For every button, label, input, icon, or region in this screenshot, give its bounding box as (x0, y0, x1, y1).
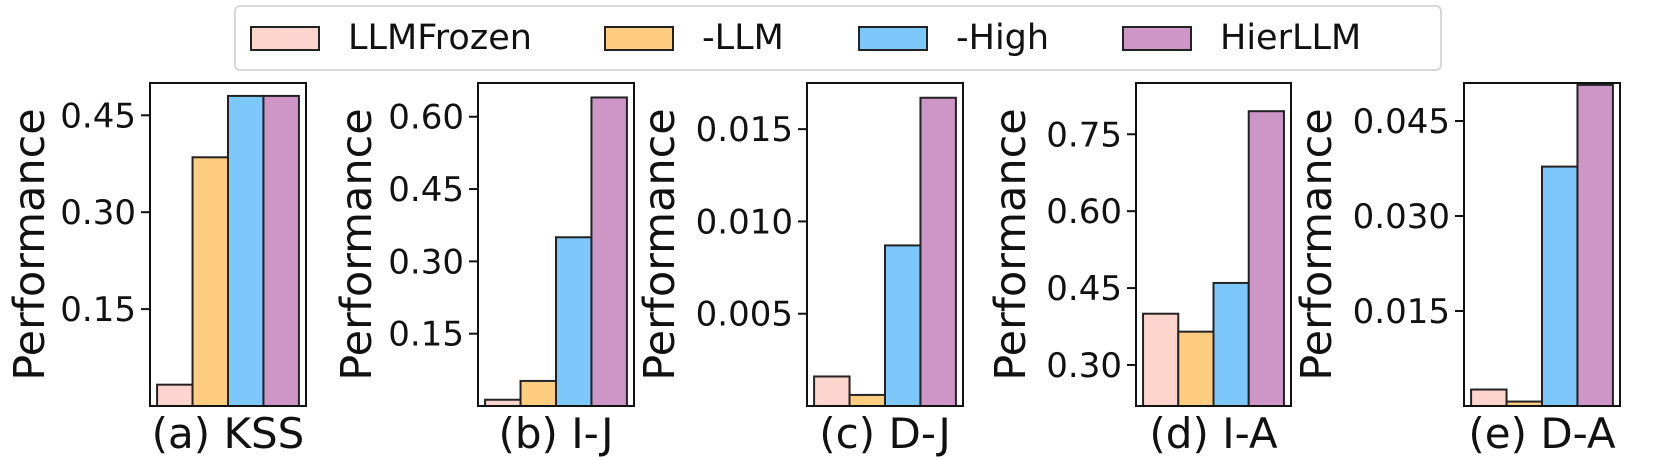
legend-swatch-llmfrozen (250, 25, 320, 51)
bar-hierllm (1247, 110, 1285, 407)
legend-item-hierllm: HierLLM (1122, 7, 1361, 69)
chart-title: (a) KSS (152, 409, 305, 458)
plot-frame (149, 82, 307, 407)
y-tick-label: 0.30 (1046, 346, 1122, 386)
chart-title: (b) I-J (498, 409, 613, 458)
bar-high (1541, 165, 1579, 407)
chart-title: (e) D-A (1468, 409, 1616, 458)
legend-label: -LLM (702, 18, 784, 58)
legend-swatch-llm (604, 25, 674, 51)
legend-item-llmfrozen: LLMFrozen (250, 7, 532, 69)
y-axis-label: Performance (986, 108, 1036, 381)
y-tick-label: 0.60 (1046, 192, 1122, 232)
legend: LLMFrozen -LLM -High HierLLM (234, 5, 1442, 71)
y-tick-label: 0.015 (696, 110, 793, 150)
plot-frame (477, 82, 635, 407)
plot-frame (806, 82, 964, 407)
y-tick-label: 0.15 (60, 290, 136, 330)
legend-item-high: -High (858, 7, 1049, 69)
bar-hierllm (919, 96, 957, 407)
y-tick-label: 0.030 (1353, 197, 1450, 237)
y-axis-label: Performance (332, 108, 382, 381)
bar-llmfrozen (813, 375, 851, 407)
chart-title: (d) I-A (1149, 409, 1277, 458)
bar-hierllm (1576, 83, 1614, 408)
bar-llm (848, 393, 887, 408)
bar-llmfrozen (1470, 388, 1508, 407)
bar-high (884, 244, 922, 407)
y-axis-label: Performance (1292, 108, 1342, 381)
y-tick-label: 0.30 (60, 193, 136, 233)
bar-llm (519, 379, 558, 407)
y-tick-label: 0.45 (1046, 269, 1122, 309)
bar-high (227, 94, 265, 407)
chart-title: (c) D-J (819, 409, 950, 458)
bar-high (1212, 281, 1250, 408)
y-tick-label: 0.75 (1046, 115, 1122, 155)
y-tick-label: 0.005 (696, 295, 793, 335)
y-tick-label: 0.15 (388, 315, 464, 355)
legend-swatch-high (858, 25, 928, 51)
legend-swatch-hierllm (1122, 25, 1192, 51)
y-tick-label: 0.010 (696, 202, 793, 242)
y-tick-label: 0.45 (388, 170, 464, 210)
y-tick-label: 0.045 (1353, 102, 1450, 142)
plot-frame (1135, 82, 1292, 407)
plot-frame (1463, 82, 1621, 407)
legend-item-llm: -LLM (604, 7, 784, 69)
bar-hierllm (590, 96, 628, 408)
legend-label: HierLLM (1220, 18, 1362, 58)
y-tick-label: 0.30 (388, 242, 464, 282)
bar-high (555, 236, 593, 407)
bar-llmfrozen (156, 383, 194, 408)
y-axis-label: Performance (635, 108, 685, 381)
y-tick-label: 0.015 (1353, 292, 1450, 332)
bar-llm (191, 156, 229, 407)
chart-panel-5: 0.015 0.030 0.045 Performance (e) D-A (1292, 82, 1621, 458)
chart-panel-3: 0.005 0.010 0.015 Performance (c) D-J (635, 82, 964, 458)
y-axis-label: Performance (5, 108, 55, 381)
bar-llm (1177, 330, 1215, 407)
y-tick-label: 0.45 (60, 96, 136, 136)
legend-label: LLMFrozen (348, 18, 532, 58)
y-tick-label: 0.60 (388, 98, 464, 138)
bar-hierllm (262, 94, 300, 407)
legend-label: -High (956, 18, 1050, 58)
bar-llmfrozen (1142, 312, 1180, 408)
